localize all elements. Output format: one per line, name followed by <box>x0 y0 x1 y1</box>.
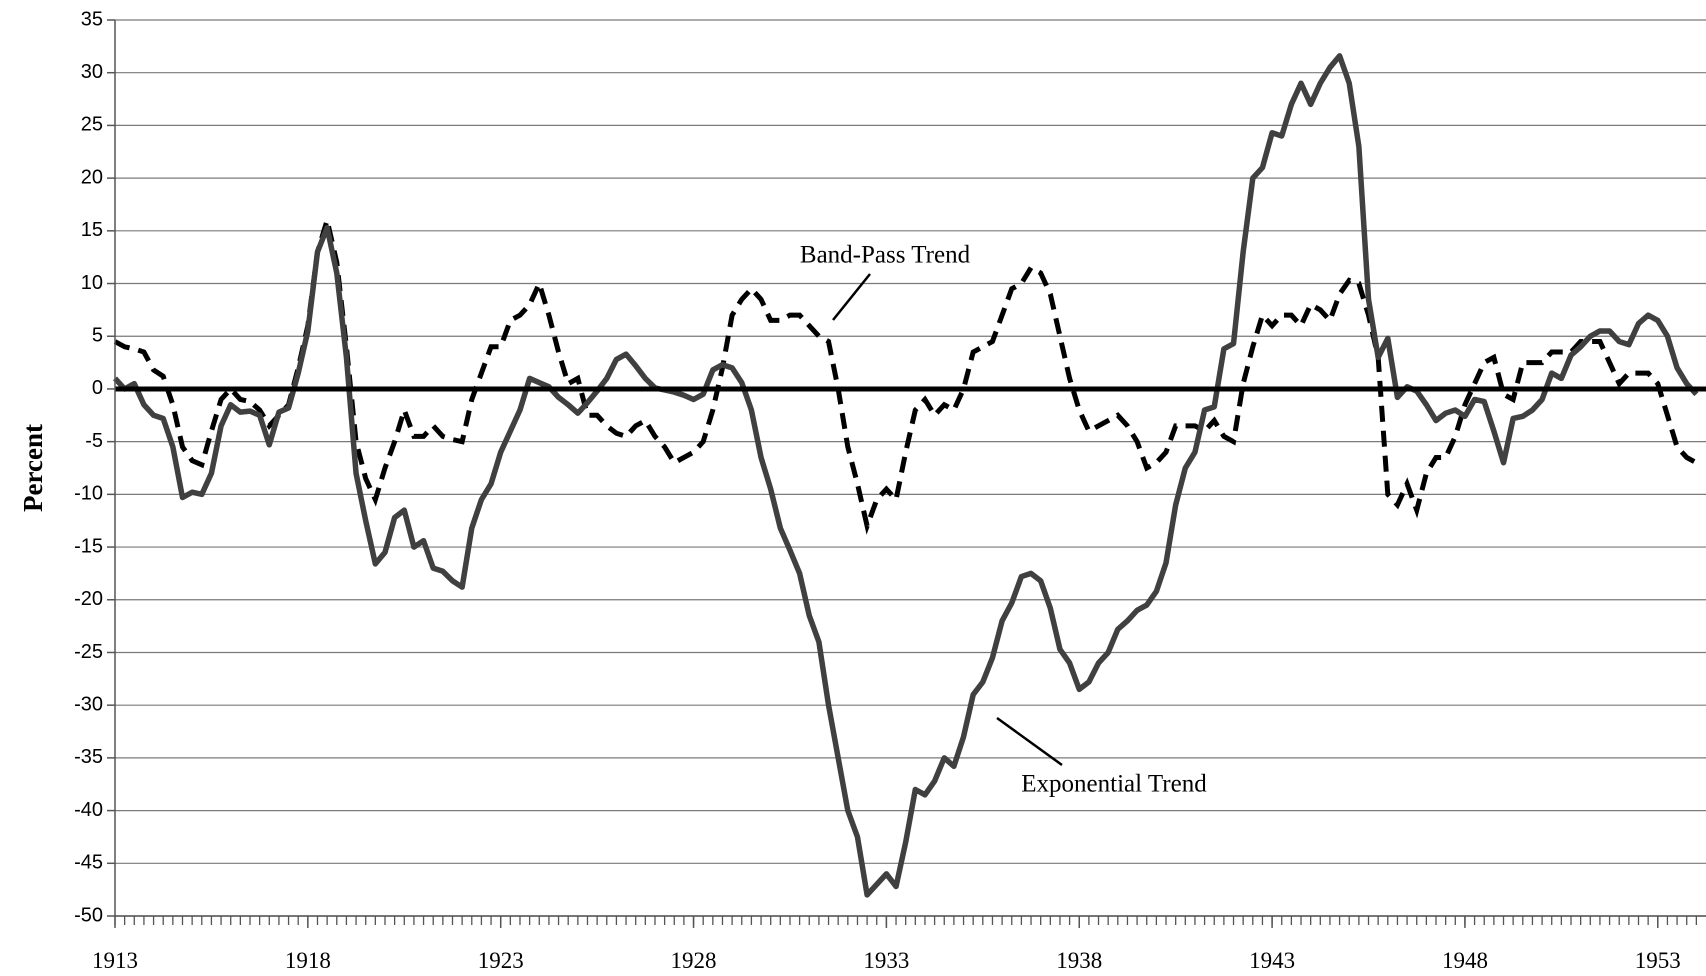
y-tick-label: 10 <box>81 272 103 294</box>
annotation-pointer <box>832 273 871 321</box>
plot-lines <box>112 53 1706 898</box>
y-tick-label: -30 <box>74 693 103 715</box>
y-tick-label: -5 <box>85 430 103 452</box>
y-tick-label: 0 <box>92 377 103 399</box>
y-tick-label: -10 <box>74 483 103 505</box>
y-tick-label: -20 <box>74 588 103 610</box>
x-tick-label: 1938 <box>1056 948 1102 973</box>
annotation: Exponential Trend <box>1021 771 1207 798</box>
y-tick-label: -25 <box>74 641 103 663</box>
x-tick-label: 1933 <box>863 948 909 973</box>
x-tick-label: 1953 <box>1635 948 1681 973</box>
x-tick-label: 1918 <box>285 948 331 973</box>
x-tick-label: 1943 <box>1249 948 1295 973</box>
series-line <box>113 210 1698 535</box>
series-line <box>112 53 1699 898</box>
y-tick-label: 35 <box>81 8 103 30</box>
y-tick-label: 15 <box>81 219 103 241</box>
annotation-pointer <box>996 716 1063 767</box>
y-tick-label: -40 <box>74 799 103 821</box>
x-tick-label: 1948 <box>1442 948 1488 973</box>
x-tick-label: 1913 <box>92 948 138 973</box>
y-tick-label: 30 <box>81 61 103 83</box>
x-tick-label: 1923 <box>478 948 524 973</box>
annotation: Band-Pass Trend <box>800 242 971 269</box>
y-tick-label: -45 <box>74 852 103 874</box>
y-tick-label: -15 <box>74 535 103 557</box>
y-tick-label: -35 <box>74 746 103 768</box>
y-tick-label: 20 <box>81 166 103 188</box>
grid <box>115 19 1706 917</box>
y-tick-label: 5 <box>92 325 103 347</box>
y-tick-label: -50 <box>74 904 103 926</box>
y-axis-label: Percent <box>18 424 48 512</box>
x-tick-label: 1928 <box>671 948 717 973</box>
axes: -50-45-40-35-30-25-20-15-10-505101520253… <box>74 8 1706 973</box>
y-tick-label: 25 <box>81 114 103 136</box>
